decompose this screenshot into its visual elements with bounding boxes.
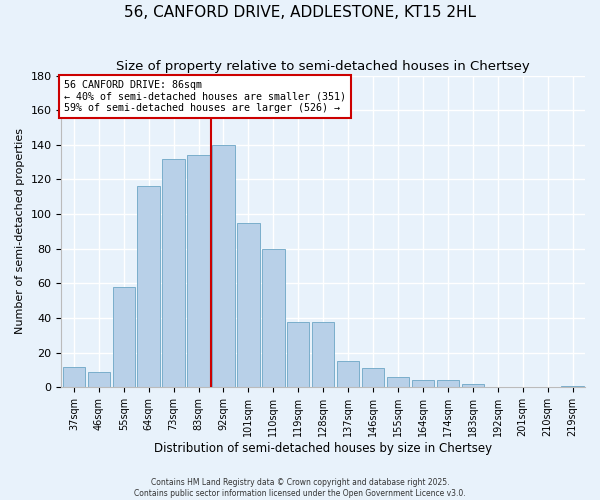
X-axis label: Distribution of semi-detached houses by size in Chertsey: Distribution of semi-detached houses by …: [154, 442, 492, 455]
Bar: [237, 223, 260, 388]
Bar: [262, 249, 284, 388]
Bar: [362, 368, 384, 388]
Bar: [337, 362, 359, 388]
Bar: [62, 366, 85, 388]
Bar: [137, 186, 160, 388]
Bar: [212, 145, 235, 388]
Bar: [312, 322, 334, 388]
Bar: [187, 155, 210, 388]
Bar: [163, 158, 185, 388]
Y-axis label: Number of semi-detached properties: Number of semi-detached properties: [15, 128, 25, 334]
Bar: [461, 384, 484, 388]
Bar: [562, 386, 584, 388]
Bar: [412, 380, 434, 388]
Bar: [113, 287, 135, 388]
Text: 56 CANFORD DRIVE: 86sqm
← 40% of semi-detached houses are smaller (351)
59% of s: 56 CANFORD DRIVE: 86sqm ← 40% of semi-de…: [64, 80, 346, 114]
Title: Size of property relative to semi-detached houses in Chertsey: Size of property relative to semi-detach…: [116, 60, 530, 73]
Bar: [88, 372, 110, 388]
Text: Contains HM Land Registry data © Crown copyright and database right 2025.
Contai: Contains HM Land Registry data © Crown c…: [134, 478, 466, 498]
Bar: [437, 380, 459, 388]
Bar: [387, 377, 409, 388]
Bar: [287, 322, 310, 388]
Text: 56, CANFORD DRIVE, ADDLESTONE, KT15 2HL: 56, CANFORD DRIVE, ADDLESTONE, KT15 2HL: [124, 5, 476, 20]
